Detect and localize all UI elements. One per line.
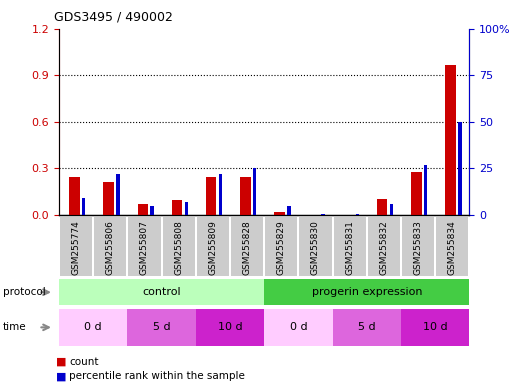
Text: GSM255807: GSM255807: [140, 220, 149, 275]
Text: protocol: protocol: [3, 287, 45, 297]
Text: GDS3495 / 490002: GDS3495 / 490002: [54, 11, 173, 24]
Text: ■: ■: [56, 357, 67, 367]
Text: ■: ■: [56, 371, 67, 381]
Bar: [356, 214, 359, 215]
Text: GSM255833: GSM255833: [413, 220, 423, 275]
Text: GSM255774: GSM255774: [72, 220, 81, 275]
Bar: [206, 177, 216, 215]
Bar: [150, 206, 154, 215]
Text: time: time: [3, 322, 26, 333]
Bar: [137, 204, 148, 215]
Bar: [424, 165, 427, 215]
Bar: [445, 65, 456, 215]
Bar: [377, 199, 387, 215]
Bar: [240, 177, 250, 215]
Bar: [82, 198, 85, 215]
Bar: [321, 214, 325, 215]
Text: GSM255830: GSM255830: [311, 220, 320, 275]
Text: GSM255828: GSM255828: [243, 220, 251, 275]
Text: 5 d: 5 d: [153, 322, 170, 333]
Bar: [253, 169, 256, 215]
Text: GSM255808: GSM255808: [174, 220, 183, 275]
Text: GSM255834: GSM255834: [448, 220, 457, 275]
Bar: [104, 182, 114, 215]
Bar: [172, 200, 182, 215]
Text: 10 d: 10 d: [218, 322, 242, 333]
Text: GSM255829: GSM255829: [277, 220, 286, 275]
Text: control: control: [142, 287, 181, 297]
Text: percentile rank within the sample: percentile rank within the sample: [69, 371, 245, 381]
Text: 0 d: 0 d: [84, 322, 102, 333]
Bar: [274, 212, 285, 215]
Bar: [185, 202, 188, 215]
Text: GSM255809: GSM255809: [208, 220, 218, 275]
Bar: [458, 122, 462, 215]
Text: GSM255832: GSM255832: [380, 220, 388, 275]
Bar: [390, 204, 393, 215]
Text: 10 d: 10 d: [423, 322, 447, 333]
Text: GSM255831: GSM255831: [345, 220, 354, 275]
Bar: [411, 172, 422, 215]
Bar: [69, 177, 80, 215]
Bar: [287, 206, 290, 215]
Bar: [219, 174, 222, 215]
Bar: [116, 174, 120, 215]
Text: progerin expression: progerin expression: [311, 287, 422, 297]
Text: 5 d: 5 d: [358, 322, 376, 333]
Text: count: count: [69, 357, 99, 367]
Text: GSM255806: GSM255806: [106, 220, 115, 275]
Text: 0 d: 0 d: [289, 322, 307, 333]
